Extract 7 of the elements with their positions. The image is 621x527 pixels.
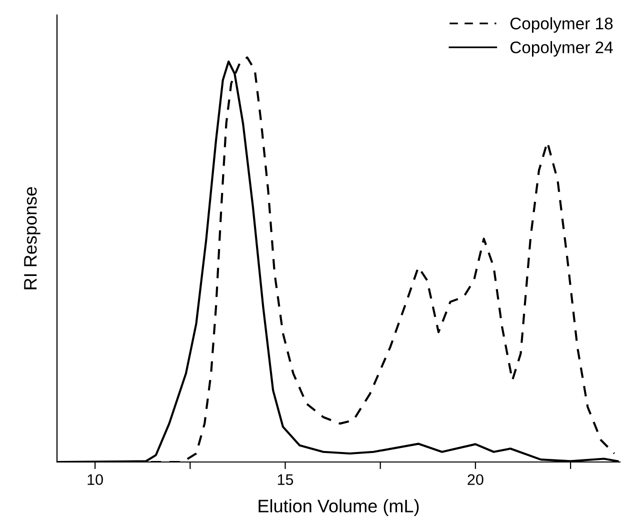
- x-tick-label: 15: [278, 474, 294, 486]
- legend-label: Copolymer 24: [510, 41, 613, 57]
- x-tick-label: 20: [468, 474, 484, 486]
- legend-label: Copolymer 18: [510, 17, 613, 33]
- y-axis-title: RI Response: [24, 187, 40, 290]
- x-tick-label: 10: [88, 474, 103, 486]
- x-axis-title: Elution Volume (mL): [258, 499, 419, 516]
